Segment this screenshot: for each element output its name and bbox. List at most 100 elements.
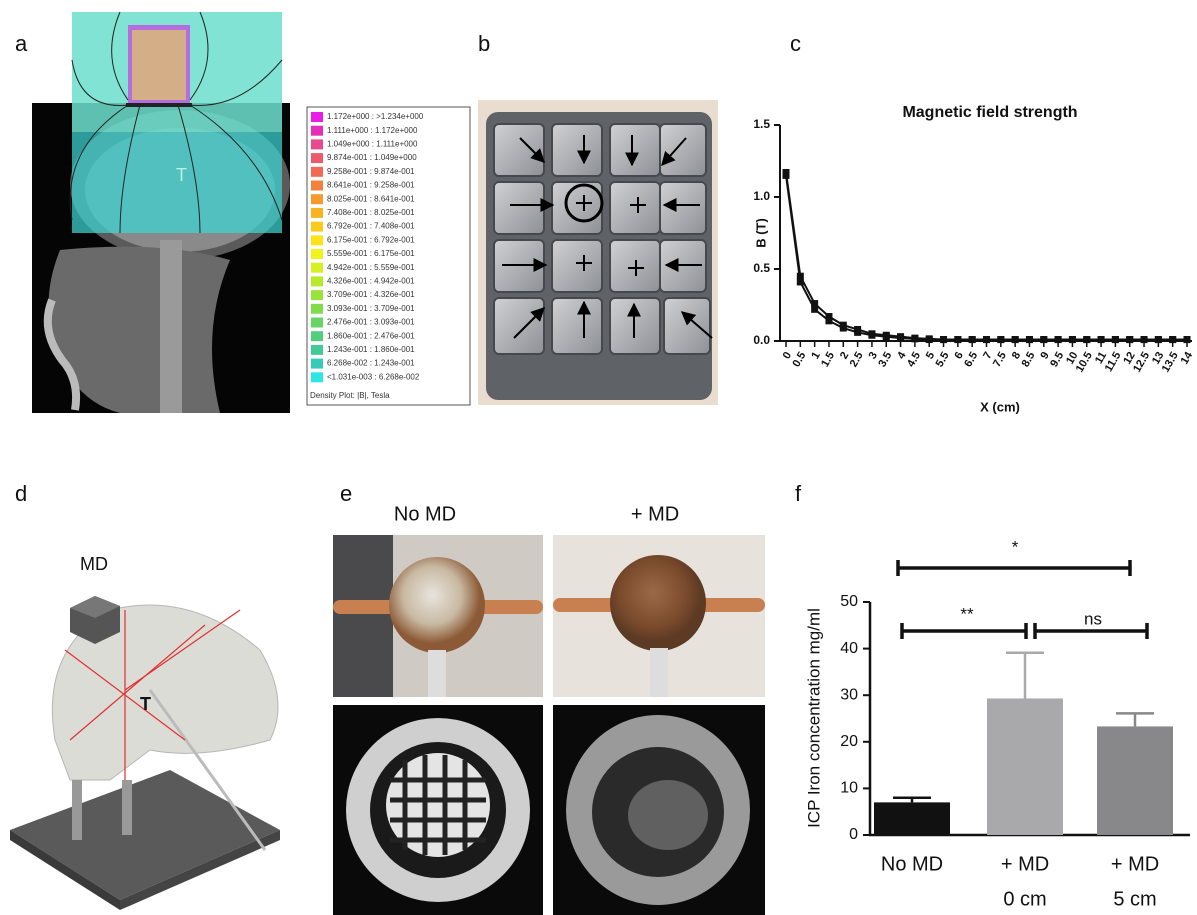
data-point <box>1026 336 1033 343</box>
x-tick-label: 8.5 <box>1020 350 1038 369</box>
significance-label: ns <box>1084 609 1102 628</box>
phantom-photo <box>553 535 765 697</box>
data-point <box>954 336 961 343</box>
target-marker: T <box>176 165 187 185</box>
legend-swatch <box>311 331 323 341</box>
x-tick-label: 3.5 <box>876 350 894 369</box>
data-point <box>911 335 918 342</box>
legend-label: 6.175e-001 : 6.792e-001 <box>327 235 415 244</box>
series-line <box>786 175 1187 339</box>
legend-label: 9.874e-001 : 1.049e+000 <box>327 153 417 162</box>
panel-label: c <box>790 31 801 56</box>
x-tick-label: 2.5 <box>848 350 866 369</box>
legend-swatch <box>311 153 323 163</box>
legend-swatch <box>311 249 323 259</box>
field-overlay: T <box>70 12 282 233</box>
legend-swatch <box>311 263 323 273</box>
legend-label: 3.093e-001 : 3.709e-001 <box>327 304 415 313</box>
column-title: No MD <box>394 503 456 525</box>
x-tick-label: 10.5 <box>1074 350 1095 375</box>
y-tick-label: 0 <box>849 826 858 843</box>
charts: cMagnetic field strengthB (T)X (cm)0.00.… <box>753 31 1195 910</box>
legend-swatch <box>311 318 323 328</box>
x-tick-label: + MD <box>1001 853 1049 875</box>
x-axis-label: X (cm) <box>980 399 1020 414</box>
legend-label: 8.025e-001 : 8.641e-001 <box>327 194 415 203</box>
legend-label: 6.268e-002 : 1.243e-001 <box>327 359 415 368</box>
legend-swatch <box>311 372 323 382</box>
mri-scan <box>553 705 765 915</box>
data-point <box>1112 336 1119 343</box>
legend-swatch <box>311 181 323 191</box>
legend-label: 4.326e-001 : 4.942e-001 <box>327 277 415 286</box>
data-point <box>854 329 861 336</box>
legend-label: 1.111e+000 : 1.172e+000 <box>327 126 418 135</box>
mri-scan <box>333 705 543 915</box>
y-tick-label: 40 <box>840 640 858 657</box>
legend-swatch <box>311 222 323 232</box>
x-tick-label: 5 cm <box>1113 888 1156 910</box>
data-point <box>1126 336 1133 343</box>
panel-label: d <box>15 481 27 506</box>
y-tick-label: 10 <box>840 780 858 797</box>
y-tick-label: 0.0 <box>753 333 770 347</box>
x-tick-label: 1.5 <box>819 350 837 369</box>
bar <box>1097 726 1173 835</box>
significance-bracket <box>898 560 1130 576</box>
series-line <box>786 173 1187 340</box>
data-point <box>825 317 832 324</box>
data-point <box>1083 336 1090 343</box>
data-point <box>997 336 1004 343</box>
data-point <box>1098 336 1105 343</box>
data-point <box>1155 336 1162 343</box>
panel-label: f <box>795 481 802 506</box>
legend-swatch <box>311 304 323 314</box>
data-point <box>1184 336 1191 343</box>
device-label: MD <box>80 554 108 574</box>
legend-swatch <box>311 167 323 177</box>
panel-label: b <box>478 31 490 56</box>
x-tick-label: + MD <box>1111 853 1159 875</box>
data-point <box>1055 336 1062 343</box>
data-point <box>811 306 818 313</box>
magnet-array-photo <box>478 100 718 405</box>
x-tick-label: 0 cm <box>1003 888 1046 910</box>
legend-swatch <box>311 126 323 136</box>
legend-swatch <box>311 194 323 204</box>
chart-title: Magnetic field strength <box>902 104 1077 121</box>
data-point <box>969 336 976 343</box>
legend-label: 9.258e-001 : 9.874e-001 <box>327 167 415 176</box>
legend-label: 6.792e-001 : 7.408e-001 <box>327 222 415 231</box>
data-point <box>897 335 904 342</box>
figure: a T 1.172e+000 : >1.234e+0001.111e+000 :… <box>0 0 1197 915</box>
panel-label: a <box>15 31 28 56</box>
legend-label: 7.408e-001 : 8.025e-001 <box>327 208 415 217</box>
legend-swatch <box>311 276 323 286</box>
legend-swatch <box>311 345 323 355</box>
data-point <box>1012 336 1019 343</box>
column-title: + MD <box>631 503 679 525</box>
x-tick-label: 4.5 <box>905 350 923 369</box>
phantom-photo <box>333 535 543 697</box>
x-tick-label: 6.5 <box>962 350 980 369</box>
legend-label: 5.559e-001 : 6.175e-001 <box>327 249 415 258</box>
data-point <box>1169 336 1176 343</box>
legend-label: 1.049e+000 : 1.111e+000 <box>327 140 418 149</box>
panel-label: e <box>340 481 352 506</box>
data-point <box>1141 336 1148 343</box>
legend-label: <1.031e-003 : 6.268e-002 <box>327 372 420 381</box>
significance-bracket <box>902 623 1026 639</box>
legend-swatch <box>311 208 323 218</box>
legend-label: 1.243e-001 : 1.860e-001 <box>327 345 415 354</box>
legend-label: 1.860e-001 : 2.476e-001 <box>327 331 415 340</box>
data-point <box>783 172 790 179</box>
x-tick-label: 12.5 <box>1131 350 1152 375</box>
data-point <box>1069 336 1076 343</box>
y-tick-label: 20 <box>840 733 858 750</box>
target-label: T <box>140 694 151 714</box>
legend-label: 3.709e-001 : 4.326e-001 <box>327 290 415 299</box>
legend-swatch <box>311 139 323 149</box>
data-point <box>983 336 990 343</box>
x-tick-label: 14 <box>1179 349 1196 366</box>
data-point <box>840 325 847 332</box>
